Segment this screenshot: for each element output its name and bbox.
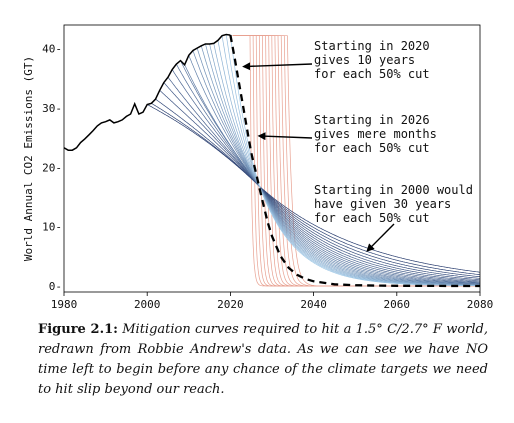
annotation-text: Starting in 2000 would [314, 183, 473, 197]
plot-frame [63, 24, 481, 293]
blue-scenario-line [176, 64, 480, 283]
x-tick-label: 2020 [217, 298, 244, 310]
y-tick-label: 0- [49, 280, 62, 293]
blue-scenario-line [184, 64, 480, 285]
annotation-text: Starting in 2026 [314, 113, 430, 127]
y-tick-label: 40- [42, 43, 62, 56]
annotation-arrow [257, 132, 313, 141]
caption-label: Figure 2.1: [38, 322, 118, 337]
annotation-text: gives 10 years [314, 53, 415, 67]
y-tick-label: 10- [42, 221, 62, 234]
x-tick-label: 1980 [51, 298, 78, 310]
blue-scenario-line [155, 98, 480, 278]
annotation-text: for each 50% cut [314, 141, 430, 155]
annotation-arrow [242, 62, 313, 71]
caption-text: Mitigation curves required to hit a 1.5°… [38, 322, 488, 397]
annotation-text: for each 50% cut [314, 211, 430, 225]
blue-scenario-line [147, 104, 480, 273]
x-tick-label: 2080 [467, 298, 494, 310]
blue-scenario-line [205, 43, 480, 286]
y-axis-label: World Annual CO2 Emissions (GT) [22, 56, 35, 261]
chart: 1980 2000 2020 2040 2060 2080 0- 10- 20- 30- 40- Wo… [22, 24, 494, 310]
annotation-text: for each 50% cut [314, 67, 430, 81]
blue-scenario-line [163, 82, 480, 281]
blue-scenario-line [230, 35, 480, 287]
annotation-text: gives mere months [314, 127, 437, 141]
y-tick-label: 20- [42, 161, 62, 174]
historical-emissions-line [64, 33, 231, 151]
blue-scenario-line [196, 47, 480, 286]
blue-scenario-line [188, 55, 480, 285]
dashed-2020-scenario-line [229, 34, 480, 288]
blue-scenario-line [159, 90, 480, 279]
annotation-arrow [366, 223, 395, 252]
x-tick-label: 2040 [300, 298, 327, 310]
blue-scenario-line [151, 102, 480, 276]
blue-scenario-line [192, 50, 480, 285]
annotation-text: Starting in 2020 [314, 39, 430, 53]
figure-caption: Figure 2.1: Mitigation curves required t… [38, 320, 488, 400]
blue-scenario-line [171, 69, 480, 283]
blue-scenario-line [200, 45, 480, 286]
x-tick-label: 2060 [384, 298, 411, 310]
y-tick-label: 30- [42, 102, 62, 115]
blue-scenario-line [167, 76, 480, 282]
annotation-text: have given 30 years [314, 197, 451, 211]
x-tick-label: 2000 [134, 298, 161, 310]
